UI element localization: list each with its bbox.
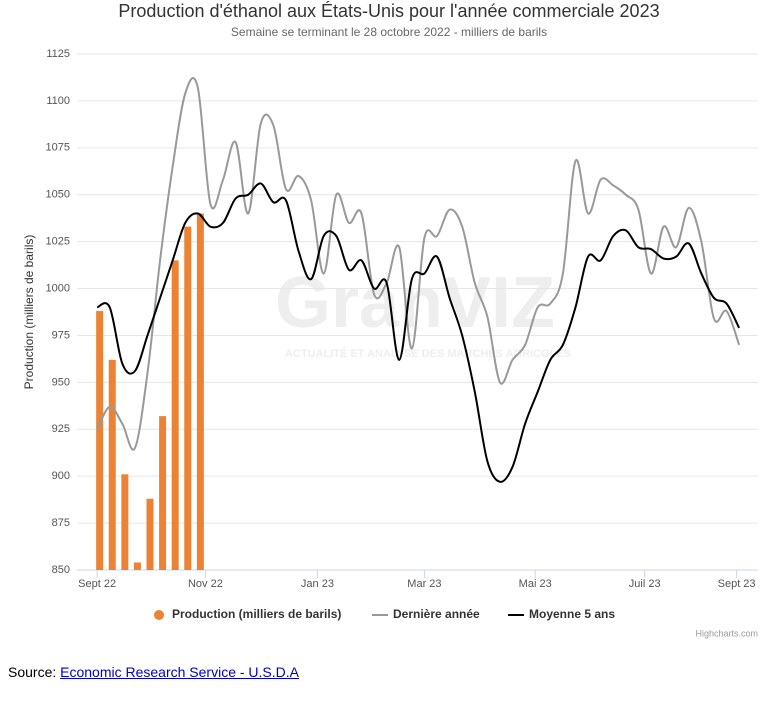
page: Production d'éthanol aux États-Unis pour… xyxy=(8,0,758,680)
legend-label: Production (milliers de barils) xyxy=(172,607,341,621)
x-tick-label: Mai 23 xyxy=(519,578,552,590)
line xyxy=(96,76,741,451)
y-tick-label: 1025 xyxy=(46,236,70,248)
legend-label: Moyenne 5 ans xyxy=(529,607,615,621)
y-tick-label: 1125 xyxy=(46,48,70,60)
source-prefix: Source: xyxy=(8,664,57,680)
x-tick-label: Juil 23 xyxy=(629,578,661,590)
y-tick-label: 900 xyxy=(52,470,70,482)
bar xyxy=(108,359,116,570)
watermark-tagline: ACTUALITÉ ET ANALYSE DES MARCHÉS AGRICOL… xyxy=(285,347,571,360)
y-axis-title: Production (milliers de barils) xyxy=(22,235,36,390)
legend-symbol xyxy=(154,610,164,620)
bar xyxy=(133,562,141,570)
x-tick-label: Mar 23 xyxy=(407,578,441,590)
bar xyxy=(146,498,154,570)
bar xyxy=(196,213,204,570)
x-tick-label: Sept 23 xyxy=(718,578,756,590)
credits: Highcharts.com xyxy=(695,628,758,638)
bar xyxy=(159,416,167,570)
y-tick-label: 875 xyxy=(52,517,70,529)
x-tick-label: Nov 22 xyxy=(188,578,223,590)
chart-title: Production d'éthanol aux États-Unis pour… xyxy=(118,1,659,21)
chart-subtitle: Semaine se terminant le 28 octobre 2022 … xyxy=(231,25,547,39)
y-tick-label: 1050 xyxy=(46,189,70,201)
y-tick-label: 975 xyxy=(52,329,70,341)
y-tick-label: 1100 xyxy=(46,95,70,107)
bar xyxy=(121,474,129,570)
source-link[interactable]: Economic Research Service - U.S.D.A xyxy=(60,664,299,680)
source: Source: Economic Research Service - U.S.… xyxy=(8,664,299,680)
y-tick-label: 1075 xyxy=(46,142,70,154)
x-tick-label: Jan 23 xyxy=(301,578,334,590)
chart: Production d'éthanol aux États-Unis pour… xyxy=(22,1,758,638)
bar xyxy=(96,311,104,570)
bar xyxy=(184,226,192,570)
x-tick-label: Sept 22 xyxy=(78,578,116,590)
legend-label: Dernière année xyxy=(393,607,480,621)
y-tick-label: 1000 xyxy=(46,282,70,294)
y-tick-label: 950 xyxy=(52,376,70,388)
line xyxy=(96,182,741,483)
y-tick-label: 925 xyxy=(52,423,70,435)
bar xyxy=(171,260,179,570)
y-tick-label: 850 xyxy=(52,564,70,576)
